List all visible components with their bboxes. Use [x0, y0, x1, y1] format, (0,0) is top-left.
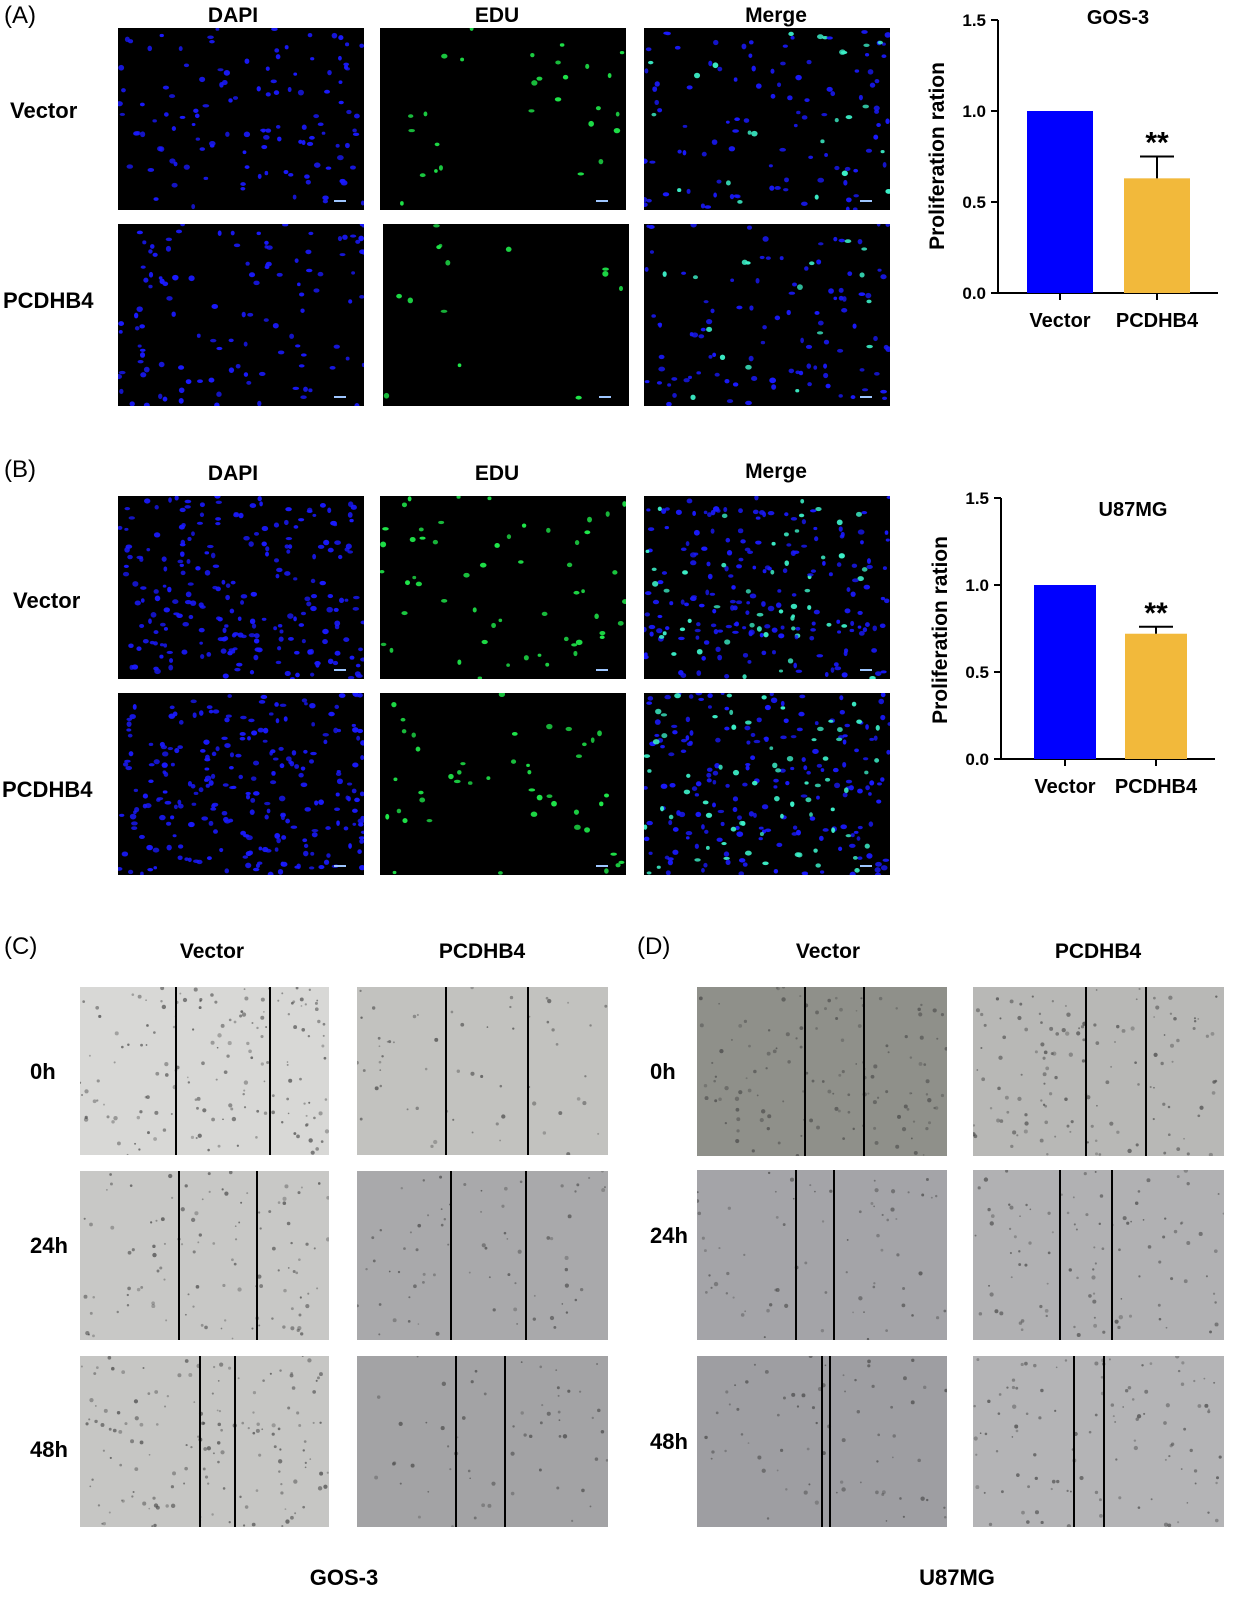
scratch-image-pcdhb4-24h-c	[357, 1171, 608, 1340]
column-header-vector-c: Vector	[179, 940, 245, 963]
time-label-24h-d: 24h	[650, 1223, 688, 1248]
y-tick-label: 1.0	[965, 576, 989, 595]
column-header-dapi: DAPI	[207, 4, 259, 27]
row-label-vector: Vector	[10, 98, 78, 123]
scratch-image-vector-24h-c	[80, 1171, 329, 1340]
scratch-image-vector-24h-d	[697, 1170, 947, 1340]
y-axis-label: Proliferation ration	[926, 62, 949, 250]
scratch-image-vector-48h-d	[697, 1356, 947, 1527]
microscopy-merge-pcdhb4-a	[644, 224, 890, 406]
row-label-vector-b: Vector	[13, 588, 81, 613]
column-header-pcdhb4-c: PCDHB4	[438, 940, 526, 963]
time-label-48h-d: 48h	[650, 1429, 688, 1454]
panel-label-c: (C)	[4, 933, 38, 960]
column-header-edu: EDU	[474, 4, 520, 27]
bar-pcdhb4	[1125, 633, 1187, 759]
x-tick-label: PCDHB4	[1116, 310, 1199, 332]
x-tick-label: PCDHB4	[1115, 776, 1198, 798]
scratch-image-pcdhb4-48h-d	[973, 1356, 1224, 1527]
microscopy-dapi-pcdhb4-b	[118, 693, 364, 875]
column-header-merge-b: Merge	[745, 460, 807, 483]
column-header-edu-b: EDU	[474, 462, 520, 485]
scratch-image-pcdhb4-0h-c	[357, 987, 608, 1155]
microscopy-dapi-pcdhb4-a	[118, 224, 364, 406]
chart-title: U87MG	[1099, 499, 1168, 521]
chart-title: GOS-3	[1087, 7, 1149, 29]
row-label-pcdhb4-b: PCDHB4	[2, 777, 93, 802]
x-tick-label: Vector	[1034, 776, 1095, 798]
microscopy-edu-pcdhb4-b	[380, 693, 626, 875]
y-axis-label: Proliferation ration	[929, 536, 952, 724]
microscopy-merge-vector-b	[644, 496, 890, 679]
panel-label-a: (A)	[4, 2, 36, 29]
microscopy-merge-vector-a	[644, 28, 890, 210]
scratch-image-vector-48h-c	[80, 1356, 329, 1527]
time-label-0h-c: 0h	[30, 1059, 56, 1084]
bar-chart-u87mg: U87MG Proliferation ration 0.0 0.5 1.0 1.5 V…	[929, 489, 1215, 798]
scratch-image-pcdhb4-24h-d	[973, 1170, 1224, 1340]
chart-plot: 0.0 0.5 1.0 1.5 Vector PCDHB4 **	[962, 11, 1218, 332]
chart-plot: 0.0 0.5 1.0 1.5 Vector PCDHB4 **	[965, 489, 1215, 798]
x-tick-label: Vector	[1029, 310, 1090, 332]
scratch-image-pcdhb4-0h-d	[973, 987, 1224, 1156]
y-tick-label: 0.5	[965, 663, 989, 682]
time-label-48h-c: 48h	[30, 1437, 68, 1462]
time-label-24h-c: 24h	[30, 1233, 68, 1258]
microscopy-edu-vector-a	[380, 28, 626, 210]
time-label-0h-d: 0h	[650, 1059, 676, 1084]
microscopy-edu-pcdhb4-a	[383, 224, 629, 406]
column-header-dapi-b: DAPI	[207, 462, 259, 485]
scratch-image-vector-0h-d	[697, 987, 947, 1156]
column-header-vector-d: Vector	[795, 940, 861, 963]
cell-line-label-u87mg: U87MG	[919, 1565, 995, 1590]
y-tick-label: 1.0	[962, 102, 986, 121]
panel-label-b: (B)	[4, 456, 36, 483]
bar-vector	[1034, 585, 1096, 759]
column-header-pcdhb4-d: PCDHB4	[1054, 940, 1142, 963]
y-tick-label: 0.0	[962, 284, 986, 303]
bar-chart-gos3: GOS-3 Proliferation ration 0.0 0.5 1.0 1.5 V…	[926, 7, 1218, 332]
microscopy-merge-pcdhb4-b	[644, 693, 890, 875]
y-tick-label: 0.5	[962, 193, 986, 212]
panel-label-d: (D)	[637, 933, 671, 960]
y-tick-label: 1.5	[962, 11, 986, 30]
row-label-pcdhb4: PCDHB4	[3, 288, 94, 313]
column-header-merge: Merge	[745, 4, 807, 27]
significance-marker: **	[1144, 597, 1168, 630]
scratch-image-vector-0h-c	[80, 987, 329, 1155]
microscopy-dapi-vector-b	[118, 496, 364, 679]
y-tick-label: 1.5	[965, 489, 989, 508]
microscopy-edu-vector-b	[380, 496, 626, 679]
scratch-image-pcdhb4-48h-c	[357, 1356, 608, 1527]
significance-marker: **	[1145, 127, 1169, 160]
microscopy-dapi-vector-a	[118, 28, 364, 210]
bar-pcdhb4	[1124, 178, 1190, 293]
bar-vector	[1027, 111, 1093, 293]
cell-line-label-gos3: GOS-3	[309, 1565, 379, 1590]
y-tick-label: 0.0	[965, 750, 989, 769]
